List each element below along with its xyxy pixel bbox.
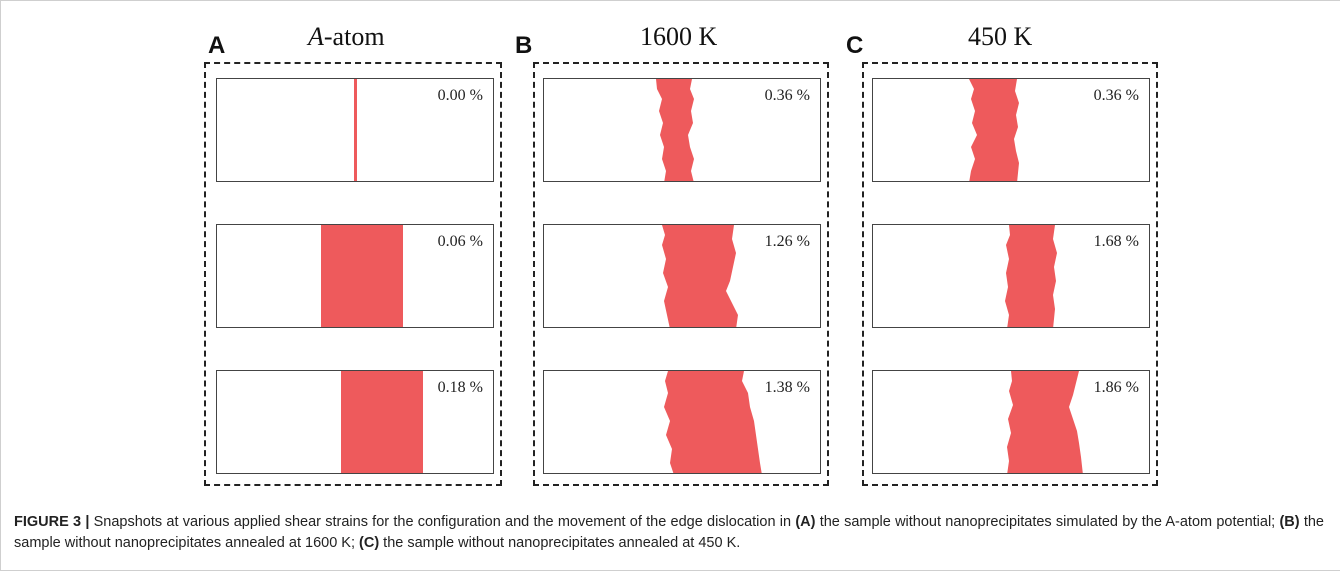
dislocation-band-c1 <box>969 79 1019 181</box>
dislocation-band-a3 <box>341 371 423 473</box>
panel-b-box <box>533 62 829 486</box>
snapshot-b1: 0.36 % <box>543 78 821 182</box>
caption-figure-label: FIGURE 3 | <box>14 514 90 530</box>
strain-label-a3: 0.18 % <box>435 379 485 397</box>
panel-a-title-rest: -atom <box>323 22 385 51</box>
caption-text-4: the sample without nanoprecipitates anne… <box>379 535 741 551</box>
panel-b-title: 1600 K <box>640 22 717 52</box>
panel-b-title-rest: 1600 K <box>640 22 718 51</box>
panel-c-title: 450 K <box>968 22 1032 52</box>
dislocation-band-b1 <box>656 79 694 181</box>
strain-label-b2: 1.26 % <box>762 233 812 251</box>
dislocation-band-b2 <box>662 225 738 327</box>
strain-label-a1: 0.00 % <box>435 87 485 105</box>
dislocation-band-a2 <box>321 225 403 327</box>
snapshot-b2: 1.26 % <box>543 224 821 328</box>
figure-caption: FIGURE 3 | Snapshots at various applied … <box>14 512 1324 554</box>
strain-label-c2: 1.68 % <box>1091 233 1141 251</box>
snapshot-a3: 0.18 % <box>216 370 494 474</box>
snapshot-c1: 0.36 % <box>872 78 1150 182</box>
dislocation-band-b3 <box>664 371 762 473</box>
strain-label-c3: 1.86 % <box>1091 379 1141 397</box>
snapshot-a1: 0.00 % <box>216 78 494 182</box>
caption-ref-a: (A) <box>795 514 816 530</box>
snapshot-a2: 0.06 % <box>216 224 494 328</box>
caption-text-1: Snapshots at various applied shear strai… <box>89 514 796 530</box>
snapshot-b3: 1.38 % <box>543 370 821 474</box>
panel-b-letter: B <box>515 32 533 59</box>
dislocation-band-a1 <box>354 79 357 181</box>
dislocation-band-c2 <box>1005 225 1057 327</box>
strain-label-b1: 0.36 % <box>762 87 812 105</box>
panel-a-title-italic: A <box>308 22 324 51</box>
dislocation-band-c3 <box>1007 371 1083 473</box>
panel-c-box <box>862 62 1158 486</box>
snapshot-c2: 1.68 % <box>872 224 1150 328</box>
panel-c-letter: C <box>846 32 864 59</box>
caption-text-2: the sample without nanoprecipitates simu… <box>815 514 1280 530</box>
panel-c-title-rest: 450 K <box>968 22 1033 51</box>
caption-ref-b: (B) <box>1279 514 1300 530</box>
strain-label-b3: 1.38 % <box>762 379 812 397</box>
panel-a-box <box>204 62 502 486</box>
snapshot-c3: 1.86 % <box>872 370 1150 474</box>
caption-text-3: the sample without nanoprecipitates anne… <box>14 514 1324 551</box>
panel-a-letter: A <box>208 32 226 59</box>
caption-ref-c: (C) <box>359 535 380 551</box>
strain-label-c1: 0.36 % <box>1091 87 1141 105</box>
strain-label-a2: 0.06 % <box>435 233 485 251</box>
panel-a-title: A-atom <box>308 22 385 52</box>
